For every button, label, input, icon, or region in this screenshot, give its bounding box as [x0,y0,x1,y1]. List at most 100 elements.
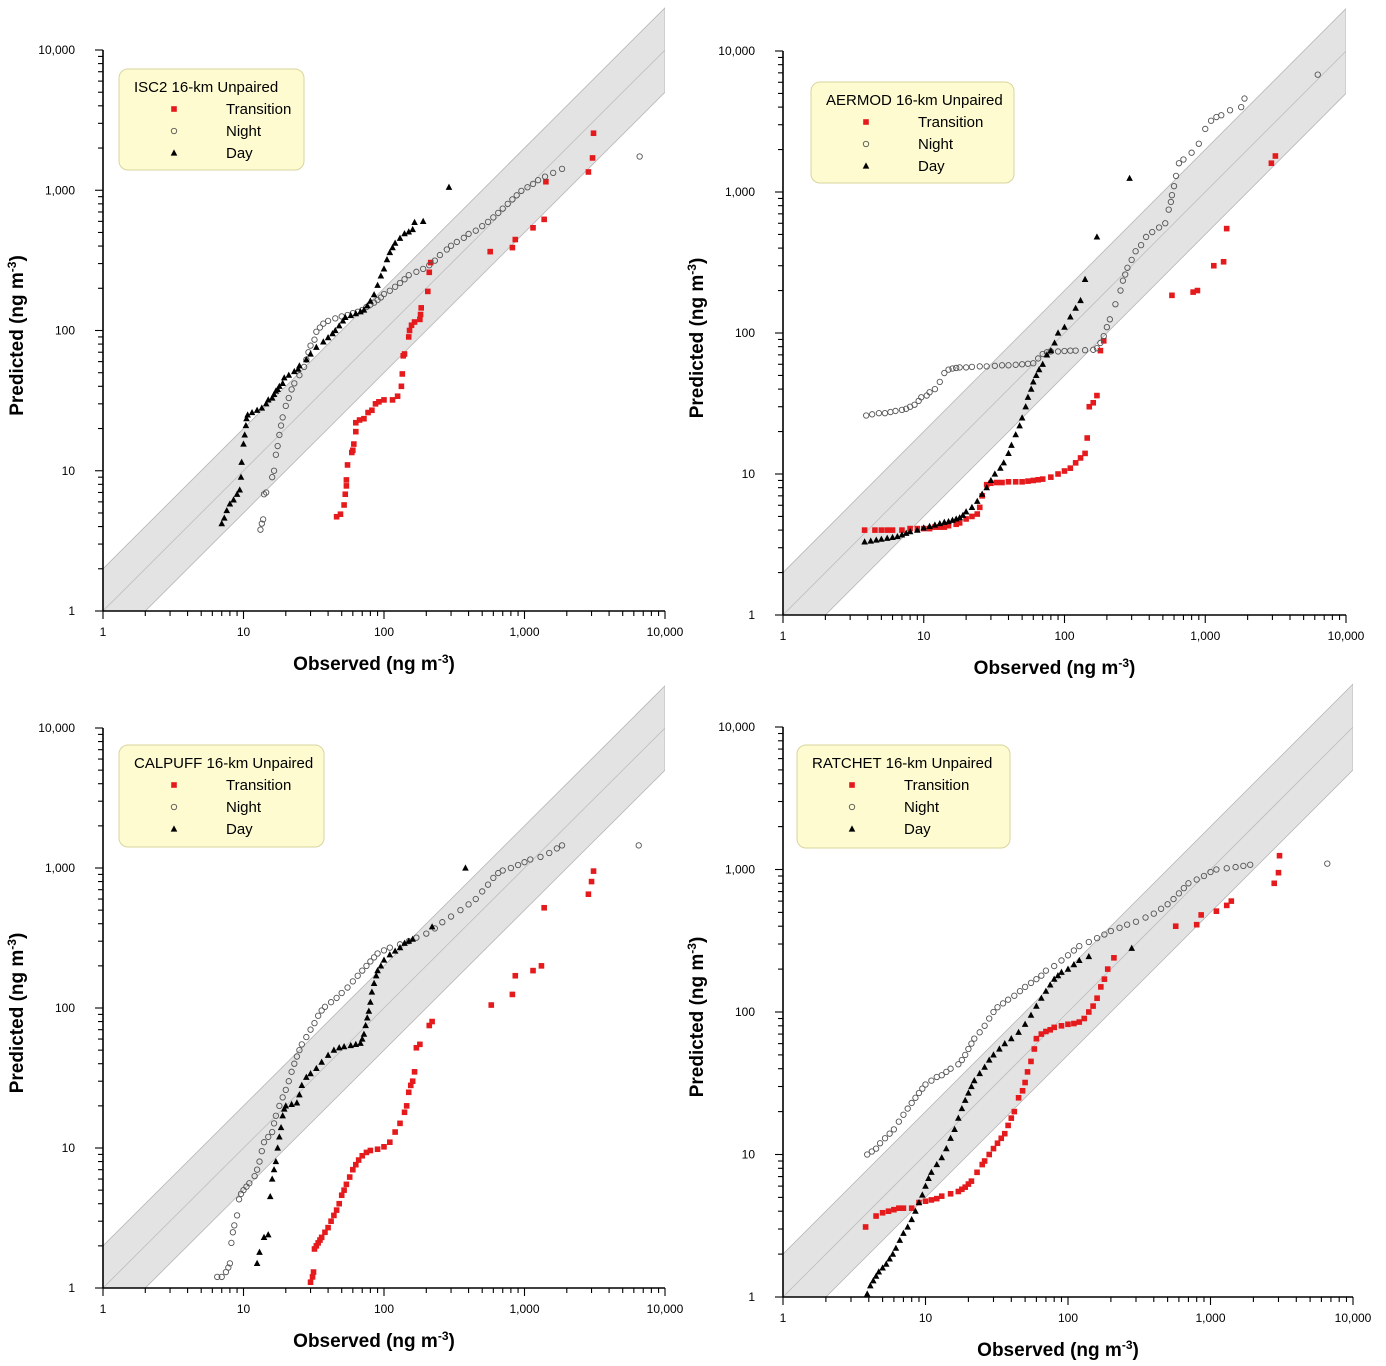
night-point-13 [926,389,933,396]
night-point-28 [291,1060,298,1067]
transition-point-52 [1272,153,1279,159]
transition-point-5 [343,477,350,483]
day-point-13 [908,1215,915,1223]
night-point-24 [968,1040,975,1047]
day-point-13 [931,521,939,528]
night-point-14 [931,385,939,393]
x-tick-label: 1,000 [509,625,539,639]
night-point-50 [1123,921,1131,928]
night-point-56 [439,919,446,926]
day-point-40 [1035,366,1043,373]
x-tick-label: 1 [780,1311,787,1325]
day-point-36 [1024,393,1032,400]
transition-point-9 [922,1198,929,1205]
day-point-21 [938,1154,946,1161]
transition-point-5 [896,1205,902,1211]
legend: CALPUFF 16-km Unpaired Transition Night Day [118,744,325,848]
night-point-3 [876,1140,884,1147]
legend-entry-day: Day [918,158,945,175]
transition-point-43 [538,963,545,969]
transition-point-34 [1061,468,1068,474]
transition-point-43 [1097,347,1104,354]
day-point-25 [340,1043,348,1050]
y-axis-title: Predicted (ng m-3) [685,937,708,1098]
y-tick-label: 10,000 [38,721,75,735]
legend-night-point-legend [862,140,870,148]
night-point-29 [990,1008,997,1016]
transition-point-24 [401,351,408,357]
night-point-7 [231,1222,238,1229]
legend-night-point-legend [170,803,178,811]
day-point-37 [335,322,343,329]
transition-point-26 [406,327,413,334]
night-point-9 [276,431,283,439]
day-point-2 [260,1233,268,1240]
x-tick-label: 1 [780,629,787,643]
transition-point-47 [1090,1003,1096,1009]
day-point-33 [985,1056,993,1063]
night-point-50 [386,944,393,951]
night-point-49 [380,947,388,954]
night-point-1 [258,520,265,527]
x-tick-label: 1 [100,625,107,639]
night-point-44 [420,265,427,273]
day-point-44 [1051,339,1058,346]
day-point-43 [360,306,368,313]
day-point-14 [288,1100,295,1107]
day-point-50 [1081,275,1089,282]
day-point-41 [386,951,394,958]
day-point-12 [926,522,933,529]
night-point-43 [1070,947,1078,954]
day-point-44 [1046,981,1054,988]
night-point-28 [986,1015,993,1022]
transition-point-13 [361,415,367,422]
transition-point-32 [1022,1079,1028,1086]
night-point-25 [991,362,998,369]
day-point-2 [223,506,231,514]
night-point-0 [214,1273,221,1281]
transition-point-20 [979,1161,986,1168]
transition-point-21 [359,1152,366,1159]
transition-point-17 [346,1174,353,1180]
night-point-71 [1218,112,1225,119]
series-night [214,842,642,1281]
day-point-42 [391,947,399,954]
transition-point-45 [585,891,592,897]
transition-point-31 [418,305,425,311]
transition-point-26 [1012,479,1019,485]
night-point-14 [251,1172,258,1180]
night-point-31 [1030,360,1037,367]
transition-point-27 [408,322,415,329]
night-point-35 [315,1012,322,1019]
legend-entry-day: Day [904,821,931,838]
night-point-44 [359,967,366,974]
night-point-37 [321,1003,329,1010]
transition-point-41 [585,169,592,175]
transition-point-0 [861,527,868,533]
night-point-61 [513,192,520,199]
night-point-29 [1018,361,1026,368]
transition-point-5 [315,1240,321,1246]
transition-point-31 [405,1089,412,1096]
transition-point-40 [509,991,516,998]
night-point-67 [550,169,557,177]
factor-of-two-band [103,685,665,1288]
transition-point-36 [417,1041,423,1048]
legend-entry-night: Night [918,136,954,153]
day-point-51 [1085,952,1093,960]
transition-point-0 [307,1279,314,1286]
day-point-2 [869,1277,877,1284]
night-point-71 [546,849,553,857]
day-point-3 [264,1231,272,1238]
legend-entry-day: Day [226,821,253,838]
transition-point-25 [1005,479,1012,485]
y-tick-label: 1 [748,1290,755,1304]
night-point-46 [1106,316,1114,323]
day-point-34 [990,1051,997,1058]
night-point-9 [235,1196,243,1203]
transition-point-33 [1024,1069,1031,1075]
transition-point-18 [350,1166,356,1173]
transition-point-42 [1094,392,1100,399]
night-point-47 [1101,931,1108,938]
